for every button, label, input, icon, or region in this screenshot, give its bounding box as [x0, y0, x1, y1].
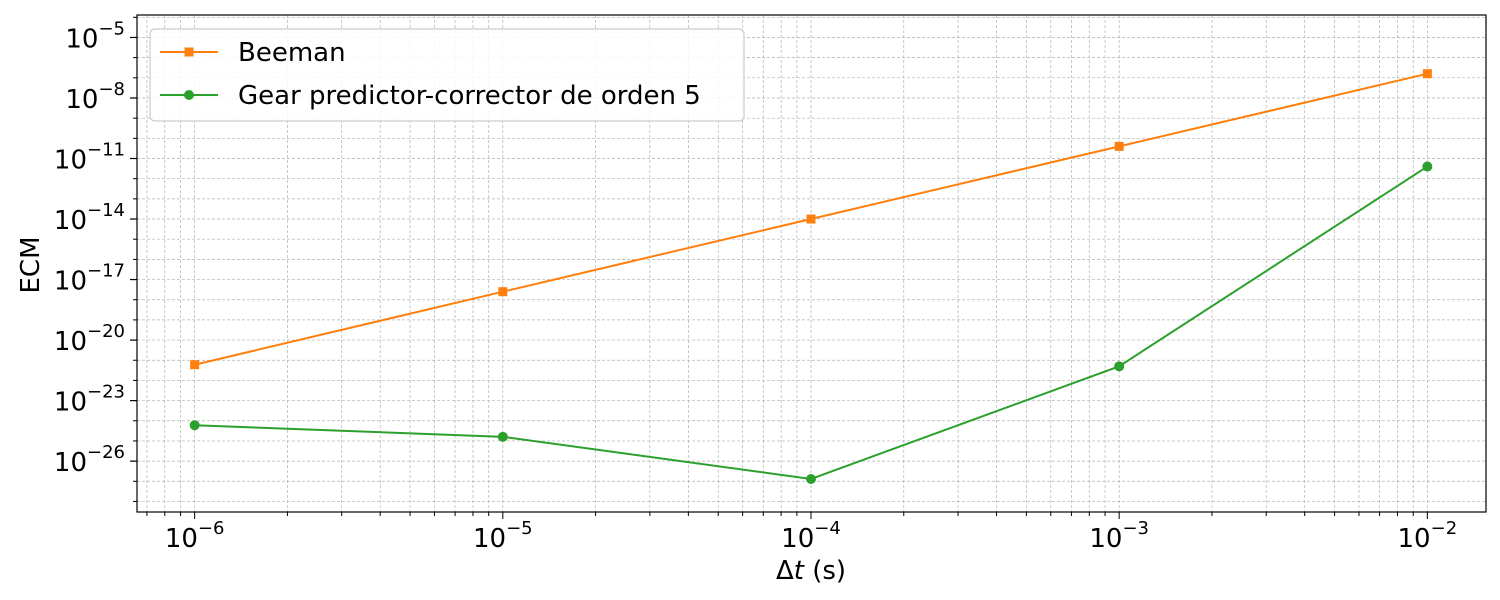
y-tick-label: 10−8 [65, 79, 125, 115]
plot-series [189, 69, 1433, 484]
x-axis-label-unit: (s) [804, 556, 846, 586]
series-point [190, 360, 200, 370]
x-tick-label: 10−4 [781, 518, 841, 554]
tick-labels: 10−5 10−8 10−11 10−14 10−17 10−20 10−23 10−26 10… [54, 18, 1457, 554]
x-tick-label: 10−6 [165, 518, 225, 554]
legend-marker [184, 47, 194, 57]
legend-entry: Beeman [160, 38, 346, 68]
y-tick-label: 10−26 [54, 442, 125, 478]
y-tick-label: 10−23 [54, 382, 125, 418]
series-point [1114, 361, 1125, 372]
series-point [1422, 161, 1433, 172]
legend-marker [184, 90, 194, 100]
legend-box [149, 28, 745, 122]
legend-entry: Gear predictor-corrector de orden 5 [160, 81, 701, 111]
x-axis-label-var: t [794, 556, 805, 586]
legend: Beeman Gear predictor-corrector de orden … [149, 28, 745, 122]
series-point [1114, 141, 1124, 151]
legend-label: Gear predictor-corrector de orden 5 [238, 81, 701, 111]
x-tick-label: 10−3 [1089, 518, 1149, 554]
y-axis-label: ECM [16, 236, 46, 293]
series-2 [189, 161, 1433, 484]
series-point [1422, 69, 1432, 79]
y-tick-label: 10−17 [54, 261, 125, 297]
series-point [497, 431, 508, 442]
y-tick-label: 10−11 [54, 140, 125, 176]
series-1 [190, 69, 1432, 370]
series-point [189, 420, 200, 431]
x-tick-label: 10−2 [1398, 518, 1458, 554]
series-point [806, 214, 816, 224]
series-point [806, 473, 816, 484]
x-tick-label: 10−5 [473, 518, 533, 554]
y-tick-label: 10−14 [54, 200, 125, 236]
y-tick-label: 10−5 [65, 18, 125, 54]
legend-label: Beeman [238, 38, 346, 68]
x-axis-label-symbol: Δ [776, 556, 794, 586]
axis-ticks [130, 16, 1428, 519]
series-point [498, 287, 508, 297]
y-tick-label: 10−20 [54, 321, 125, 357]
x-axis-label: Δt (s) [776, 556, 846, 586]
